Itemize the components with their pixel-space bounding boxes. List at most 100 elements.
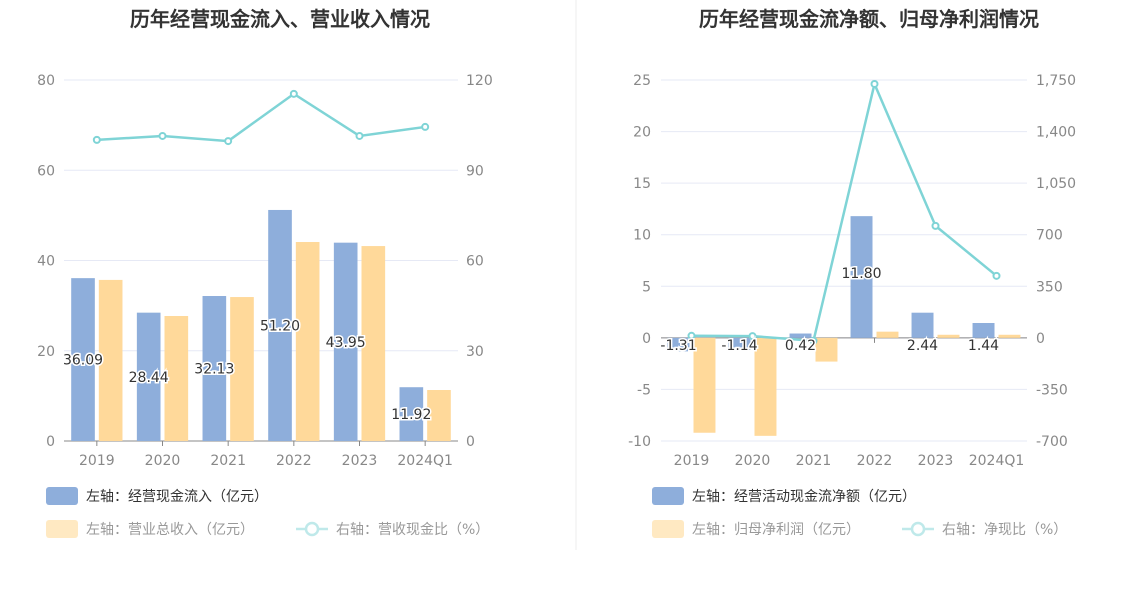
- bar-primary: [667, 337, 690, 352]
- bar-secondary: [876, 331, 899, 338]
- line-point: [992, 271, 1001, 280]
- y-left-tick: 10: [633, 228, 651, 244]
- bar-primary: [850, 216, 873, 338]
- line-point: [748, 332, 757, 341]
- legend-swatch-bar2: [652, 520, 684, 538]
- x-tick-label: 2022: [857, 453, 893, 469]
- line-point: [92, 135, 101, 144]
- bar-secondary: [295, 241, 320, 441]
- x-tick-label: 2020: [145, 453, 181, 469]
- legend-label: 左轴：归母净利润（亿元）: [692, 521, 860, 538]
- bar-primary: [333, 242, 358, 441]
- y-right-tick: 1,400: [1036, 125, 1076, 141]
- y-right-tick: 350: [1036, 279, 1063, 295]
- legend-label: 右轴：营收现金比（%）: [336, 522, 489, 538]
- x-tick-label: 2021: [210, 453, 246, 469]
- bar-label: 11.80: [841, 266, 881, 282]
- line-point: [931, 221, 940, 230]
- bar-label: 28.44: [129, 370, 169, 386]
- y-right-tick: 90: [466, 163, 484, 179]
- bar-label: 2.44: [907, 338, 938, 354]
- x-tick-label: 2020: [735, 453, 771, 469]
- bar-primary: [268, 209, 292, 441]
- bar-label: -1.14: [721, 338, 757, 354]
- bar-primary: [399, 387, 424, 441]
- x-tick-label: 2021: [796, 453, 832, 469]
- line-point: [421, 122, 430, 131]
- bar-secondary: [98, 279, 123, 441]
- bar-label: 43.95: [326, 335, 366, 351]
- bar-secondary: [361, 246, 386, 441]
- line-point: [809, 336, 818, 345]
- y-left-tick: -5: [637, 382, 651, 398]
- y-right-tick: 60: [466, 254, 484, 270]
- y-right-tick: 120: [466, 73, 493, 89]
- legend-label: 左轴：营业总收入（亿元）: [86, 522, 254, 538]
- y-left-tick: 60: [37, 163, 55, 179]
- x-tick-label: 2022: [276, 453, 312, 469]
- x-tick-label: 2019: [674, 453, 710, 469]
- line-series: [691, 80, 998, 343]
- bar-secondary: [427, 390, 451, 441]
- y-right-tick: 30: [466, 344, 484, 360]
- line-point: [224, 137, 233, 146]
- y-left-tick: 5: [642, 279, 651, 295]
- line-point: [870, 79, 879, 88]
- y-right-tick: -350: [1036, 382, 1068, 398]
- bar-secondary: [754, 337, 777, 436]
- x-tick-label: 2024Q1: [969, 453, 1025, 469]
- bar-primary: [911, 312, 934, 338]
- x-tick-label: 2023: [918, 453, 954, 469]
- y-right-tick: 700: [1036, 228, 1063, 244]
- y-right-tick: 0: [1036, 331, 1045, 347]
- y-right-tick: 1,750: [1036, 73, 1076, 89]
- legend-line-icon: [910, 521, 926, 537]
- bar-secondary: [815, 337, 838, 362]
- y-right-tick: 1,050: [1036, 176, 1076, 192]
- line-point: [158, 131, 167, 140]
- line-point: [289, 89, 298, 98]
- bar-primary: [71, 278, 95, 441]
- line-point: [355, 131, 364, 140]
- line-series: [96, 92, 426, 143]
- legend-label: 左轴：经营活动现金流净额（亿元）: [692, 489, 916, 505]
- legend-line-icon: [304, 521, 320, 537]
- y-left-tick: 15: [633, 176, 651, 192]
- y-right-tick: 0: [466, 434, 475, 450]
- line-point: [687, 331, 696, 340]
- bar-label: 32.13: [194, 362, 234, 378]
- bar-primary: [728, 337, 751, 350]
- legend-swatch-bar1: [652, 487, 684, 505]
- x-tick-label: 2023: [342, 453, 378, 469]
- bar-primary: [202, 296, 227, 441]
- bar-secondary: [937, 334, 960, 338]
- legend-label: 右轴：净现比（%）: [942, 522, 1067, 538]
- bar-secondary: [693, 337, 716, 433]
- y-left-tick: 20: [37, 344, 55, 360]
- bar-secondary: [998, 334, 1021, 338]
- bar-primary: [136, 312, 161, 441]
- legend-label: 左轴：经营现金流入（亿元）: [86, 489, 268, 505]
- y-left-tick: 0: [46, 434, 55, 450]
- bar-label: 0.42: [785, 338, 816, 354]
- x-tick-label: 2024Q1: [397, 453, 453, 469]
- bar-label: 11.92: [391, 407, 431, 423]
- x-tick-label: 2019: [79, 453, 115, 469]
- bar-primary: [789, 333, 812, 338]
- bar-primary: [972, 323, 995, 338]
- bar-label: 51.20: [260, 318, 300, 334]
- legend-swatch-bar1: [46, 487, 78, 505]
- bar-label: 36.09: [63, 353, 103, 369]
- y-right-tick: -700: [1036, 434, 1068, 450]
- y-left-tick: 40: [37, 254, 55, 270]
- y-left-tick: -10: [628, 434, 651, 450]
- chart-title: 历年经营现金流入、营业收入情况: [130, 7, 430, 31]
- bar-label: 1.44: [968, 338, 999, 354]
- y-left-tick: 0: [642, 331, 651, 347]
- bar-label: -1.31: [660, 338, 696, 354]
- y-left-tick: 25: [633, 73, 651, 89]
- bar-secondary: [164, 316, 189, 441]
- legend-swatch-bar2: [46, 520, 78, 538]
